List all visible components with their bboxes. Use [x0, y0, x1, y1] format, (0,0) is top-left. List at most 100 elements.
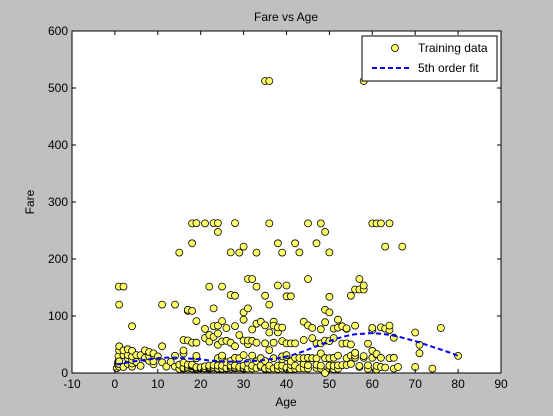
data-point: [235, 331, 244, 339]
data-point: [312, 354, 321, 363]
data-point: [179, 346, 188, 355]
legend-box: [361, 35, 498, 82]
x-tick-label: 60: [366, 377, 380, 391]
data-point: [265, 300, 274, 309]
data-point: [188, 239, 197, 248]
data-point: [231, 219, 239, 228]
y-tick-label: 300: [48, 195, 68, 209]
data-point: [346, 359, 355, 368]
data-point: [235, 248, 244, 257]
data-point: [334, 351, 342, 360]
y-tick-label: 600: [48, 24, 68, 38]
data-point: [398, 242, 407, 251]
data-point: [316, 219, 325, 228]
data-point: [265, 77, 274, 85]
data-point: [334, 315, 342, 324]
data-point: [192, 317, 201, 326]
data-point: [278, 323, 287, 332]
data-point: [316, 361, 325, 370]
data-point: [213, 329, 222, 338]
x-tick-label: 30: [237, 377, 251, 391]
x-tick-label: 50: [323, 377, 337, 391]
data-point: [273, 281, 282, 290]
data-point: [304, 219, 312, 228]
data-point: [261, 291, 270, 300]
data-point: [385, 321, 394, 330]
data-point: [218, 317, 227, 326]
x-tick-label: -10: [63, 377, 81, 391]
data-point: [355, 361, 364, 370]
data-point: [376, 219, 385, 228]
data-point: [359, 352, 368, 361]
data-point: [291, 239, 300, 248]
data-point: [218, 351, 227, 360]
legend: Training data 5th order fit: [361, 35, 498, 82]
data-point: [415, 340, 424, 349]
data-point: [252, 248, 261, 257]
data-point: [239, 351, 248, 360]
data-point: [265, 219, 274, 228]
data-point: [316, 325, 325, 334]
data-point: [351, 321, 360, 330]
y-tick-label: 100: [48, 309, 68, 323]
x-tick-label: 80: [451, 377, 465, 391]
data-point: [325, 292, 334, 301]
data-point: [346, 291, 355, 300]
data-point: [291, 339, 300, 348]
data-point: [192, 219, 201, 228]
legend-label-fit: 5th order fit: [418, 61, 479, 75]
data-point: [248, 351, 257, 360]
data-point: [248, 325, 257, 334]
data-point: [218, 282, 227, 291]
data-point: [304, 275, 312, 283]
data-point: [261, 321, 270, 330]
plot-area: [71, 30, 502, 374]
y-tick-label: 400: [48, 138, 68, 152]
x-tick-label: 40: [280, 377, 294, 391]
x-tick-label: 10: [151, 377, 165, 391]
data-point: [411, 328, 420, 337]
data-point: [209, 304, 218, 313]
data-point: [201, 219, 209, 228]
data-point: [248, 275, 257, 283]
data-point: [381, 242, 390, 251]
y-tick-label: 500: [48, 81, 68, 95]
y-axis-label: Fare: [23, 189, 37, 214]
data-point: [188, 306, 197, 315]
chart-title: Fare vs Age: [254, 10, 318, 24]
data-point: [171, 300, 179, 309]
legend-marker-training: [391, 44, 399, 52]
data-point: [381, 363, 390, 372]
y-tick-label: 0: [61, 366, 68, 380]
data-point: [261, 339, 270, 348]
data-point: [265, 346, 274, 355]
data-point: [239, 242, 248, 251]
data-point: [376, 353, 385, 362]
data-point: [269, 338, 278, 347]
data-point: [351, 348, 360, 357]
data-point: [389, 353, 398, 362]
fit-line: [116, 332, 459, 366]
data-point: [346, 340, 355, 349]
data-point: [115, 300, 124, 309]
data-point: [342, 324, 351, 333]
data-point: [158, 300, 167, 309]
data-point: [205, 282, 214, 291]
data-point: [239, 315, 248, 324]
data-point: [273, 239, 282, 248]
data-point: [368, 323, 377, 332]
data-point: [243, 304, 252, 313]
data-point: [321, 318, 330, 327]
data-point: [304, 361, 312, 370]
data-point: [158, 342, 167, 351]
data-point: [436, 324, 445, 332]
x-tick-label: 90: [494, 377, 508, 391]
y-tick-label: 200: [48, 252, 68, 266]
data-point: [394, 363, 402, 371]
data-point: [213, 219, 222, 228]
data-point: [325, 248, 334, 257]
data-point: [286, 292, 295, 301]
data-point: [295, 248, 304, 257]
data-point: [252, 282, 261, 291]
